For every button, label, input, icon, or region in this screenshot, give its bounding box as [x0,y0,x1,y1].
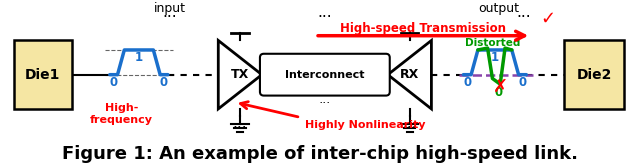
Text: RX: RX [400,68,419,81]
Text: 0: 0 [160,76,168,89]
Text: Highly Nonlinearity: Highly Nonlinearity [305,120,426,130]
Text: High-speed Transmission: High-speed Transmission [340,22,506,35]
Text: 0: 0 [463,76,471,89]
Text: 1: 1 [490,51,499,64]
FancyBboxPatch shape [14,41,72,109]
Text: ···: ··· [516,10,531,25]
Text: 0: 0 [109,76,118,89]
FancyBboxPatch shape [260,54,390,96]
Text: ···: ··· [163,10,177,25]
Text: ···: ··· [319,97,331,110]
Text: ···: ··· [233,121,248,136]
Text: ✗: ✗ [493,78,508,95]
Text: ···: ··· [403,121,417,136]
Text: TX: TX [231,68,249,81]
Text: Interconnect: Interconnect [285,70,365,80]
Text: 0: 0 [518,76,527,89]
Text: 0: 0 [494,86,502,99]
Text: output: output [479,2,520,15]
Text: Die1: Die1 [25,68,61,82]
Text: High-
frequency: High- frequency [90,103,153,125]
Text: Figure 1: An example of inter-chip high-speed link.: Figure 1: An example of inter-chip high-… [62,144,578,163]
FancyBboxPatch shape [564,41,624,109]
Text: Die2: Die2 [577,68,612,82]
Text: Distorted: Distorted [465,38,521,48]
Text: ✓: ✓ [540,10,556,28]
Text: ···: ··· [317,10,332,25]
Text: input: input [154,2,186,15]
Text: 1: 1 [135,51,143,64]
